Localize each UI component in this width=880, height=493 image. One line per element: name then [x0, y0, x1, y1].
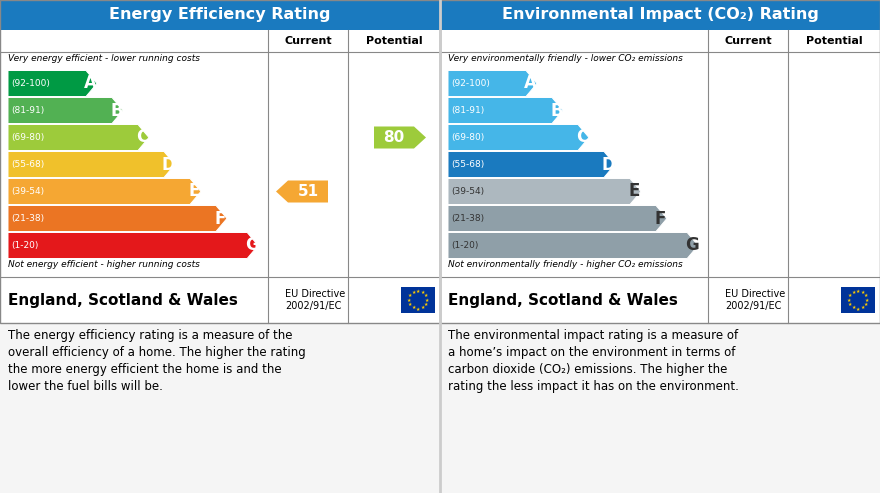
Bar [440, 0, 880, 30]
Text: B: B [110, 102, 122, 119]
Text: EU Directive
2002/91/EC: EU Directive 2002/91/EC [725, 289, 785, 311]
Text: ★: ★ [408, 293, 413, 298]
Bar [440, 0, 880, 323]
Text: 51: 51 [297, 184, 319, 199]
Polygon shape [448, 206, 667, 232]
Text: C: C [576, 129, 589, 146]
Text: C: C [136, 129, 149, 146]
Text: ★: ★ [861, 305, 865, 310]
Bar [0, 0, 440, 30]
Text: Very energy efficient - lower running costs: Very energy efficient - lower running co… [8, 54, 200, 63]
Text: 80: 80 [384, 130, 405, 145]
Polygon shape [448, 98, 563, 124]
Text: (92-100): (92-100) [451, 79, 490, 88]
Text: D: D [162, 155, 175, 174]
Polygon shape [276, 180, 328, 203]
Text: ★: ★ [421, 305, 425, 310]
Text: (55-68): (55-68) [11, 160, 44, 169]
Text: ★: ★ [863, 293, 868, 298]
Text: ★: ★ [848, 302, 853, 307]
Text: ★: ★ [847, 297, 851, 303]
Polygon shape [448, 151, 615, 177]
Text: ★: ★ [416, 288, 420, 293]
Text: Potential: Potential [366, 36, 422, 46]
Text: (1-20): (1-20) [11, 241, 39, 250]
Text: ★: ★ [421, 290, 425, 295]
Text: (21-38): (21-38) [11, 214, 44, 223]
Text: EU Directive
2002/91/EC: EU Directive 2002/91/EC [285, 289, 345, 311]
Text: A: A [524, 74, 537, 93]
Polygon shape [8, 206, 227, 232]
Text: G: G [245, 237, 259, 254]
Text: Very environmentally friendly - lower CO₂ emissions: Very environmentally friendly - lower CO… [448, 54, 683, 63]
Bar [0, 0, 440, 323]
Text: (69-80): (69-80) [451, 133, 484, 142]
Text: ★: ★ [411, 305, 415, 310]
Polygon shape [8, 98, 123, 124]
Text: A: A [84, 74, 97, 93]
Text: F: F [655, 210, 666, 227]
Text: Current: Current [284, 36, 332, 46]
Text: Not energy efficient - higher running costs: Not energy efficient - higher running co… [8, 260, 200, 269]
Text: ★: ★ [425, 297, 429, 303]
Text: ★: ★ [851, 305, 855, 310]
Text: Energy Efficiency Rating: Energy Efficiency Rating [109, 7, 331, 23]
Text: B: B [550, 102, 562, 119]
Polygon shape [448, 178, 641, 205]
Text: (69-80): (69-80) [11, 133, 44, 142]
Text: (81-91): (81-91) [11, 106, 44, 115]
Text: (92-100): (92-100) [11, 79, 50, 88]
Polygon shape [448, 233, 698, 258]
Text: ★: ★ [423, 293, 428, 298]
Polygon shape [8, 70, 97, 97]
Text: ★: ★ [848, 293, 853, 298]
Text: England, Scotland & Wales: England, Scotland & Wales [448, 292, 678, 308]
Text: (39-54): (39-54) [451, 187, 484, 196]
Polygon shape [374, 127, 426, 148]
Text: ★: ★ [856, 288, 860, 293]
Polygon shape [8, 151, 175, 177]
Text: Current: Current [724, 36, 772, 46]
Text: The environmental impact rating is a measure of
a home’s impact on the environme: The environmental impact rating is a mea… [448, 329, 739, 393]
Text: Not environmentally friendly - higher CO₂ emissions: Not environmentally friendly - higher CO… [448, 260, 683, 269]
Text: E: E [628, 182, 640, 201]
Text: (81-91): (81-91) [451, 106, 484, 115]
Text: F: F [215, 210, 226, 227]
Bar [440, 0, 880, 323]
Text: ★: ★ [851, 290, 855, 295]
Bar [401, 287, 435, 313]
Text: E: E [188, 182, 200, 201]
Polygon shape [8, 233, 258, 258]
Bar [841, 287, 875, 313]
Text: England, Scotland & Wales: England, Scotland & Wales [8, 292, 238, 308]
Bar [0, 0, 440, 323]
Text: ★: ★ [423, 302, 428, 307]
Polygon shape [448, 70, 537, 97]
Polygon shape [448, 125, 589, 150]
Text: The energy efficiency rating is a measure of the
overall efficiency of a home. T: The energy efficiency rating is a measur… [8, 329, 305, 393]
Text: ★: ★ [411, 290, 415, 295]
Text: D: D [602, 155, 615, 174]
Text: Potential: Potential [806, 36, 862, 46]
Text: (21-38): (21-38) [451, 214, 484, 223]
Polygon shape [8, 125, 149, 150]
Text: ★: ★ [861, 290, 865, 295]
Text: Environmental Impact (CO₂) Rating: Environmental Impact (CO₂) Rating [502, 7, 818, 23]
Text: ★: ★ [407, 297, 411, 303]
Text: (1-20): (1-20) [451, 241, 479, 250]
Text: ★: ★ [863, 302, 868, 307]
Text: (39-54): (39-54) [11, 187, 44, 196]
Text: ★: ★ [408, 302, 413, 307]
Text: ★: ★ [865, 297, 869, 303]
Text: ★: ★ [416, 307, 420, 312]
Polygon shape [8, 178, 201, 205]
Text: (55-68): (55-68) [451, 160, 484, 169]
Text: G: G [685, 237, 699, 254]
Text: ★: ★ [856, 307, 860, 312]
